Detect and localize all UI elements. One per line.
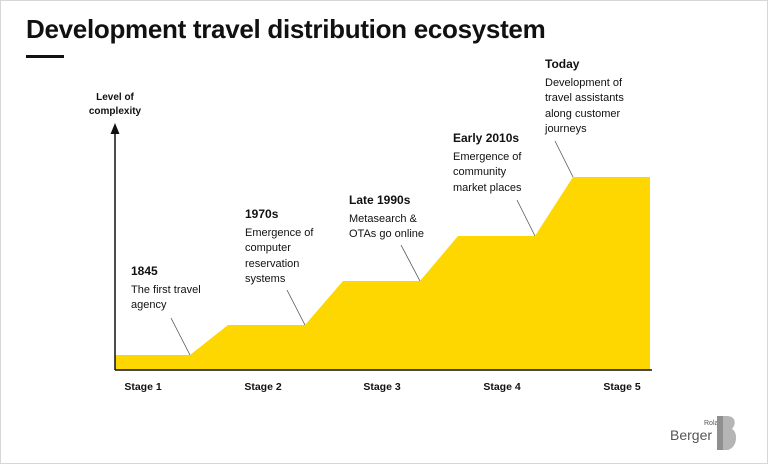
title-underline: [26, 55, 64, 58]
leader-line-1970s: [286, 289, 306, 326]
roland-berger-logo: Roland Berger: [668, 414, 748, 454]
stage-label: Stage 3: [363, 381, 401, 393]
milestone-year: 1845: [131, 264, 158, 278]
milestone-year: 1970s: [245, 207, 279, 221]
logo-b-mark-icon: [717, 416, 737, 450]
milestone-year: Early 2010s: [453, 131, 520, 145]
complexity-area: [115, 177, 650, 370]
milestone-early-2010s: Early 2010s Emergence of community marke…: [453, 131, 521, 196]
stage-label: Stage 5: [603, 381, 641, 393]
logo-text-small: Roland: [704, 420, 727, 427]
leader-line-today: [554, 140, 574, 178]
stage-label: Stage 2: [244, 381, 282, 393]
milestone-today: Today Development of travel assistants a…: [545, 57, 624, 138]
milestone-description: Emergence of computer reservation system…: [245, 226, 314, 286]
leader-line-early-2010s: [516, 199, 536, 237]
y-axis-arrowhead: [110, 123, 120, 134]
milestone-description: Emergence of community market places: [453, 150, 522, 194]
milestone-year: Late 1990s: [349, 193, 411, 207]
slide-title: Development travel distribution ecosyste…: [26, 14, 546, 44]
milestone-1845: 1845 The first travel agency: [131, 264, 201, 314]
milestone-description: The first travel agency: [131, 283, 201, 312]
leader-line-late-1990s: [400, 244, 421, 282]
milestone-late-1990s: Late 1990s Metasearch & OTAs go online: [349, 193, 424, 243]
stage-label: Stage 4: [483, 381, 521, 393]
milestone-description: Development of travel assistants along c…: [545, 76, 624, 136]
stage-label: Stage 1: [124, 381, 162, 393]
leader-line-1845: [170, 317, 191, 356]
y-axis-label: Level of complexity: [88, 92, 142, 117]
milestone-description: Metasearch & OTAs go online: [349, 212, 425, 241]
milestone-year: Today: [545, 57, 580, 71]
milestone-1970s: 1970s Emergence of computer reservation …: [245, 207, 313, 288]
logo-text-big: Berger: [670, 427, 713, 443]
